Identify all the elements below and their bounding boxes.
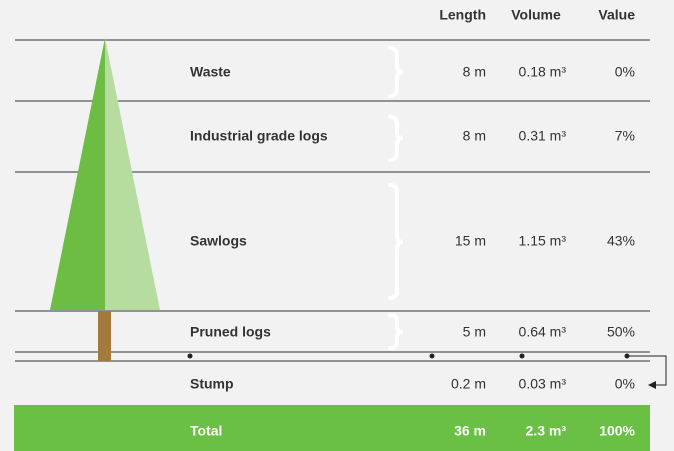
row-volume: 0.64 m³ bbox=[519, 324, 567, 340]
dot bbox=[519, 353, 525, 359]
row-volume: 0.18 m³ bbox=[519, 64, 567, 80]
row-value: 7% bbox=[615, 128, 635, 144]
row-label: Pruned logs bbox=[190, 324, 271, 340]
row-volume: 0.31 m³ bbox=[519, 128, 567, 144]
tree-left bbox=[50, 38, 105, 310]
trunk bbox=[98, 311, 111, 361]
total-value: 100% bbox=[599, 423, 635, 439]
row-label: Waste bbox=[190, 64, 231, 80]
tree-right bbox=[105, 38, 160, 310]
row-value: 50% bbox=[607, 324, 635, 340]
row-value: 43% bbox=[607, 233, 635, 249]
row-volume: 1.15 m³ bbox=[519, 233, 567, 249]
row-value: 0% bbox=[615, 376, 635, 392]
row-length: 8 m bbox=[463, 64, 486, 80]
row-length: 15 m bbox=[455, 233, 486, 249]
row-length: 0.2 m bbox=[451, 376, 486, 392]
braces bbox=[388, 46, 404, 350]
row-length: 5 m bbox=[463, 324, 486, 340]
rows: Waste 8 m 0.18 m³ 0% Industrial grade logs 8 … bbox=[190, 64, 635, 392]
arrow-head bbox=[648, 381, 656, 389]
arrow bbox=[627, 355, 667, 386]
row-length: 8 m bbox=[463, 128, 486, 144]
column-header: Length bbox=[439, 7, 486, 23]
row-label: Industrial grade logs bbox=[190, 128, 328, 144]
total-label: Total bbox=[190, 423, 222, 439]
dot bbox=[429, 353, 435, 359]
row-label: Stump bbox=[190, 376, 234, 392]
column-header: Volume bbox=[511, 7, 561, 23]
total-bar bbox=[14, 405, 650, 451]
row-volume: 0.03 m³ bbox=[519, 376, 567, 392]
row-value: 0% bbox=[615, 64, 635, 80]
row-label: Sawlogs bbox=[190, 233, 247, 249]
total-length: 36 m bbox=[454, 423, 486, 439]
column-header: Value bbox=[598, 7, 635, 23]
dot bbox=[187, 353, 193, 359]
total-volume: 2.3 m³ bbox=[526, 423, 567, 439]
